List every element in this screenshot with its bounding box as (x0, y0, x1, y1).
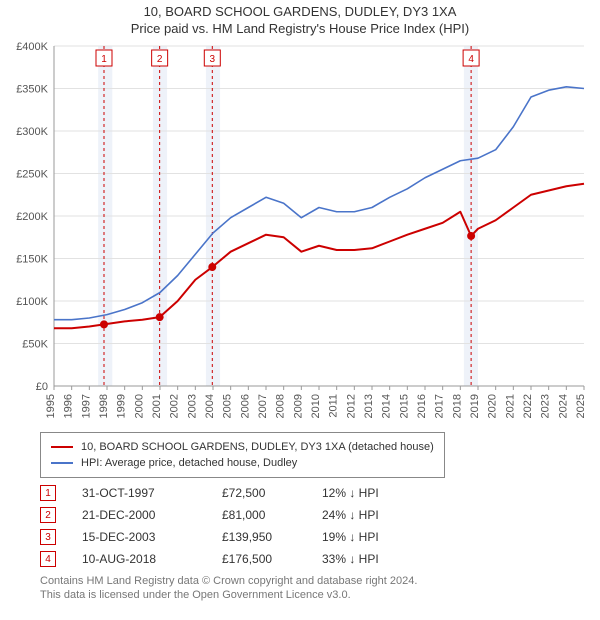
svg-text:2021: 2021 (504, 394, 516, 418)
legend-swatch-property (51, 446, 73, 448)
svg-text:2012: 2012 (345, 394, 357, 418)
svg-text:2013: 2013 (363, 394, 375, 418)
transaction-row: 2 21-DEC-2000 £81,000 24% ↓ HPI (40, 504, 432, 526)
transaction-row: 3 15-DEC-2003 £139,950 19% ↓ HPI (40, 526, 432, 548)
page-subtitle: Price paid vs. HM Land Registry's House … (0, 21, 600, 36)
legend: 10, BOARD SCHOOL GARDENS, DUDLEY, DY3 1X… (40, 432, 445, 478)
svg-text:2020: 2020 (487, 394, 499, 418)
svg-text:2016: 2016 (416, 394, 428, 418)
footer: Contains HM Land Registry data © Crown c… (40, 574, 417, 602)
svg-text:2015: 2015 (398, 394, 410, 418)
footer-line2: This data is licensed under the Open Gov… (40, 588, 417, 602)
transaction-pct: 19% ↓ HPI (322, 530, 432, 544)
legend-row-property: 10, BOARD SCHOOL GARDENS, DUDLEY, DY3 1X… (51, 439, 434, 455)
transaction-date: 31-OCT-1997 (82, 486, 202, 500)
transactions-table: 1 31-OCT-1997 £72,500 12% ↓ HPI 2 21-DEC-2000… (40, 482, 432, 570)
chart: £0 £50K £100K £150K £200K £250K £300K £350K £400… (8, 40, 592, 420)
svg-text:2000: 2000 (133, 394, 145, 418)
svg-text:2005: 2005 (222, 394, 234, 418)
svg-text:£0: £0 (36, 381, 48, 393)
svg-text:1998: 1998 (98, 394, 110, 418)
svg-text:2008: 2008 (275, 394, 287, 418)
footer-line1: Contains HM Land Registry data © Crown c… (40, 574, 417, 588)
svg-text:2011: 2011 (328, 394, 340, 418)
svg-text:£200K: £200K (16, 211, 48, 223)
svg-text:1995: 1995 (45, 394, 57, 418)
svg-text:2004: 2004 (204, 394, 216, 418)
svg-text:2003: 2003 (186, 394, 198, 418)
legend-label-hpi: HPI: Average price, detached house, Dudl… (81, 455, 297, 471)
svg-text:£400K: £400K (16, 41, 48, 53)
svg-text:1: 1 (101, 54, 107, 65)
svg-text:£50K: £50K (22, 339, 48, 351)
legend-swatch-hpi (51, 462, 73, 464)
svg-text:3: 3 (210, 54, 216, 65)
page-title: 10, BOARD SCHOOL GARDENS, DUDLEY, DY3 1X… (0, 4, 600, 19)
svg-text:2019: 2019 (469, 394, 481, 418)
svg-text:£250K: £250K (16, 169, 48, 181)
transaction-price: £176,500 (222, 552, 302, 566)
svg-text:2025: 2025 (575, 394, 587, 418)
svg-text:2014: 2014 (381, 394, 393, 418)
transaction-row: 1 31-OCT-1997 £72,500 12% ↓ HPI (40, 482, 432, 504)
svg-text:£150K: £150K (16, 254, 48, 266)
svg-text:1996: 1996 (63, 394, 75, 418)
transaction-date: 15-DEC-2003 (82, 530, 202, 544)
chart-svg: £0 £50K £100K £150K £200K £250K £300K £350K £400… (8, 40, 592, 420)
legend-label-property: 10, BOARD SCHOOL GARDENS, DUDLEY, DY3 1X… (81, 439, 434, 455)
svg-text:£350K: £350K (16, 84, 48, 96)
svg-text:£100K: £100K (16, 296, 48, 308)
svg-text:2002: 2002 (169, 394, 181, 418)
transaction-pct: 33% ↓ HPI (322, 552, 432, 566)
transaction-price: £139,950 (222, 530, 302, 544)
svg-text:2006: 2006 (239, 394, 251, 418)
transaction-date: 21-DEC-2000 (82, 508, 202, 522)
svg-text:2007: 2007 (257, 394, 269, 418)
transaction-row: 4 10-AUG-2018 £176,500 33% ↓ HPI (40, 548, 432, 570)
transaction-price: £72,500 (222, 486, 302, 500)
transaction-pct: 24% ↓ HPI (322, 508, 432, 522)
transaction-number-box: 4 (40, 551, 56, 567)
svg-text:1997: 1997 (80, 394, 92, 418)
svg-text:2010: 2010 (310, 394, 322, 418)
svg-text:2017: 2017 (434, 394, 446, 418)
transaction-number-box: 1 (40, 485, 56, 501)
svg-text:2024: 2024 (557, 394, 569, 418)
transaction-price: £81,000 (222, 508, 302, 522)
transaction-number-box: 2 (40, 507, 56, 523)
svg-text:2022: 2022 (522, 394, 534, 418)
svg-text:2023: 2023 (540, 394, 552, 418)
svg-text:£300K: £300K (16, 126, 48, 138)
svg-text:2001: 2001 (151, 394, 163, 418)
svg-text:1999: 1999 (116, 394, 128, 418)
transaction-date: 10-AUG-2018 (82, 552, 202, 566)
svg-text:4: 4 (468, 54, 474, 65)
svg-text:2009: 2009 (292, 394, 304, 418)
legend-row-hpi: HPI: Average price, detached house, Dudl… (51, 455, 434, 471)
transaction-pct: 12% ↓ HPI (322, 486, 432, 500)
svg-text:2018: 2018 (451, 394, 463, 418)
transaction-number-box: 3 (40, 529, 56, 545)
svg-text:2: 2 (157, 54, 163, 65)
